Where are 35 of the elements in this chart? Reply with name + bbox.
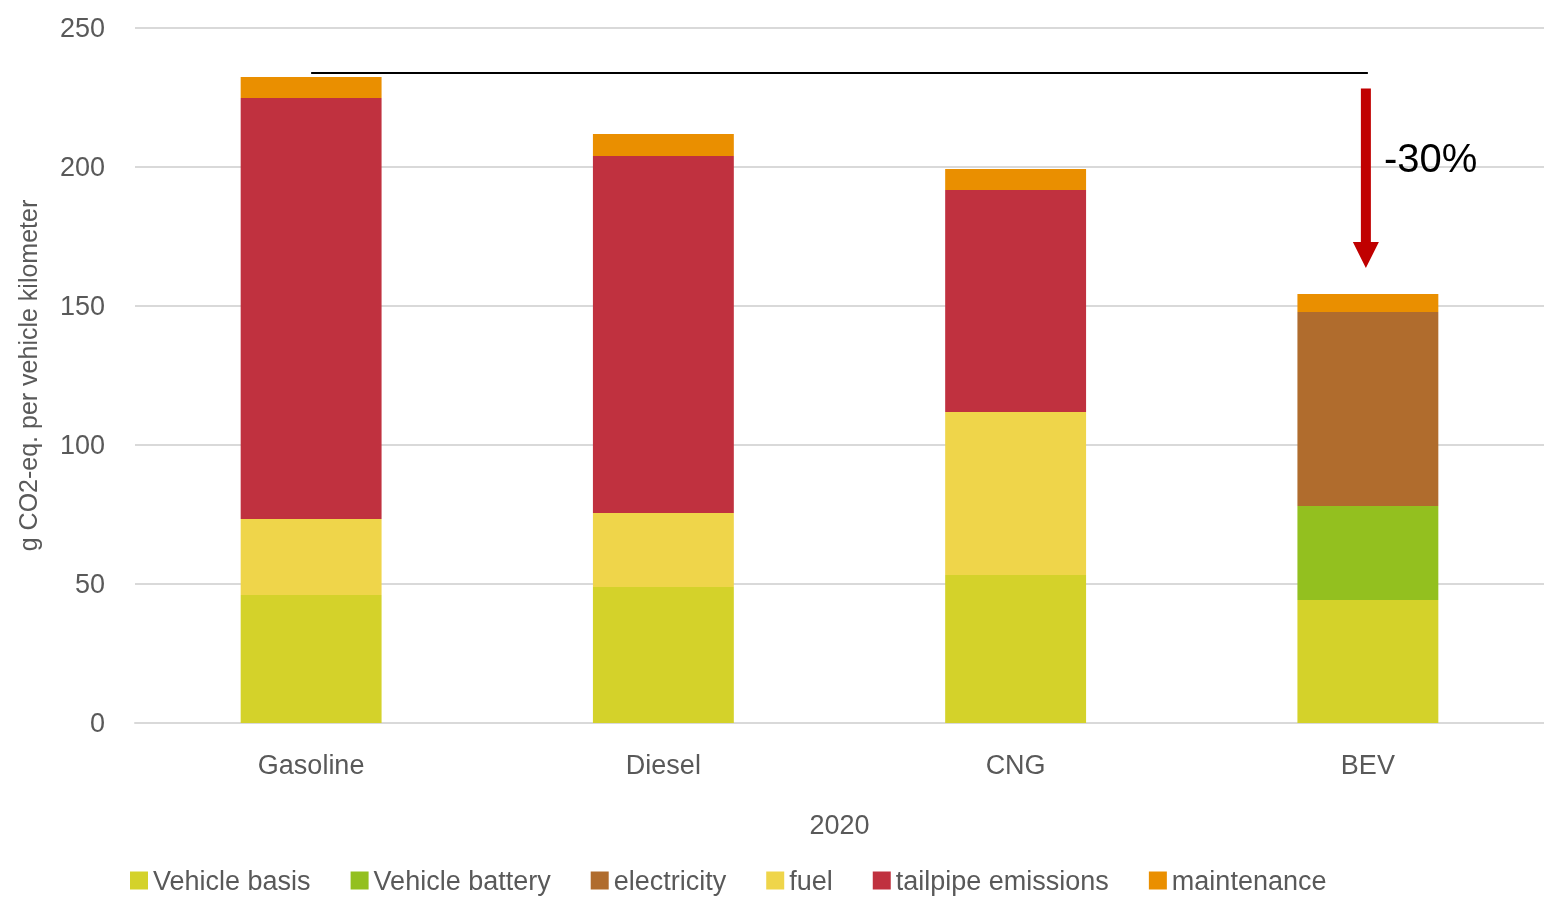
bar bbox=[592, 155, 734, 514]
x-axis-title: 2020 bbox=[809, 809, 870, 840]
y-tick-label: 250 bbox=[59, 13, 105, 43]
bar bbox=[240, 518, 382, 596]
bar bbox=[240, 595, 382, 723]
y-tick-label: 200 bbox=[59, 152, 105, 182]
legend-label: Vehicle battery bbox=[373, 865, 552, 896]
legend-label: tailpipe emissions bbox=[895, 865, 1109, 896]
bar bbox=[1297, 294, 1439, 313]
y-axis-title: g CO2-eq. per vehicle kilometer bbox=[13, 199, 42, 552]
bar bbox=[240, 76, 382, 99]
bar bbox=[592, 133, 734, 156]
bar bbox=[1297, 312, 1439, 506]
y-tick-label: 0 bbox=[89, 708, 105, 738]
bar bbox=[1297, 505, 1439, 601]
bar bbox=[945, 411, 1087, 576]
bar bbox=[1297, 600, 1439, 723]
x-tick-label: CNG bbox=[985, 749, 1046, 780]
legend-label: electricity bbox=[613, 865, 727, 896]
annotation: -30% bbox=[1383, 136, 1478, 181]
y-tick-label: 150 bbox=[59, 291, 105, 321]
bar bbox=[592, 587, 734, 723]
bar bbox=[592, 513, 734, 588]
y-tick-label: 100 bbox=[59, 430, 105, 460]
bar bbox=[240, 98, 382, 519]
bar bbox=[945, 575, 1087, 723]
y-tick-label: 50 bbox=[74, 569, 105, 599]
x-tick-label: Diesel bbox=[625, 749, 701, 780]
bar bbox=[945, 190, 1087, 412]
x-tick-label: BEV bbox=[1340, 749, 1395, 780]
legend-label: fuel bbox=[789, 865, 833, 896]
legend-label: maintenance bbox=[1171, 865, 1327, 896]
bar bbox=[945, 168, 1087, 191]
legend-label: Vehicle basis bbox=[153, 865, 311, 896]
x-tick-label: Gasoline bbox=[257, 749, 365, 780]
